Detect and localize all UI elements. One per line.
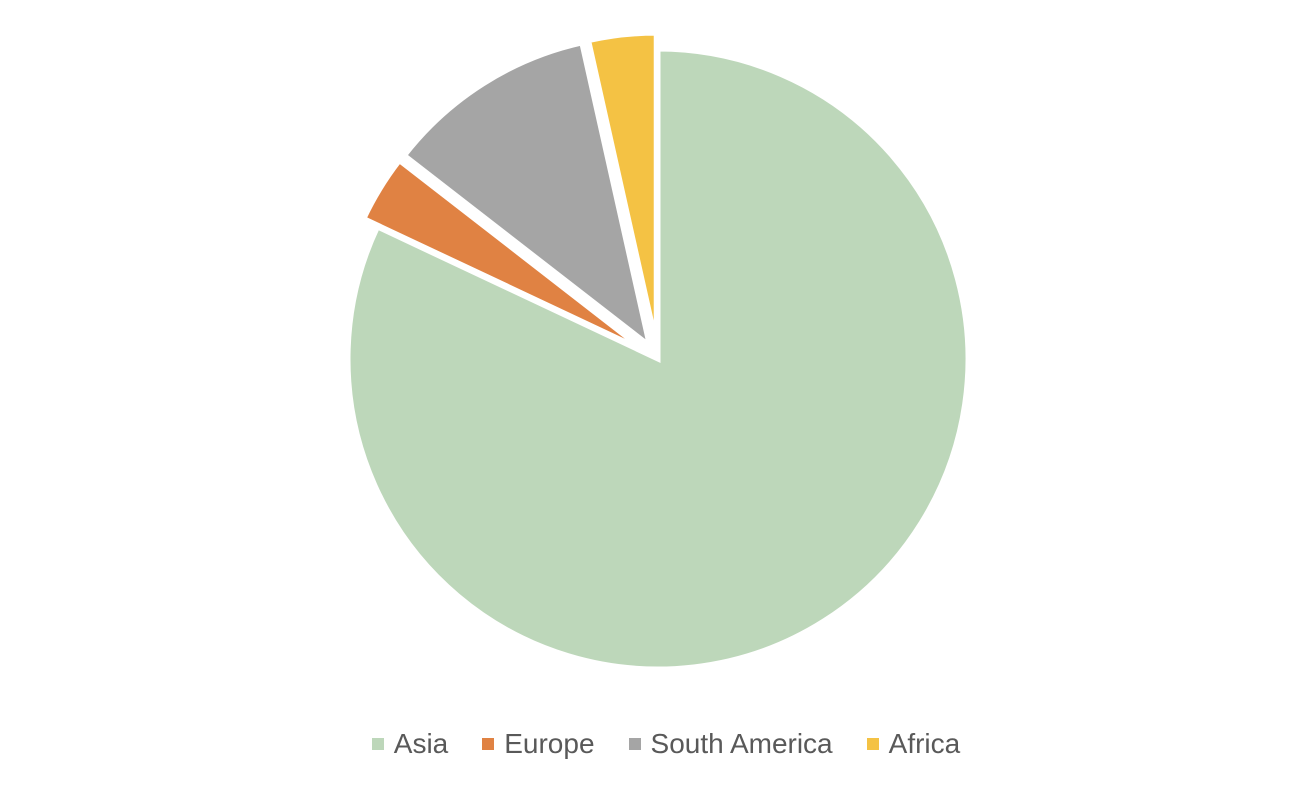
legend-label: Africa [888, 728, 961, 759]
pie-slice-asia [345, 46, 971, 672]
pie-slice-africa [585, 30, 659, 344]
legend-item-africa: Africa [866, 724, 961, 764]
pie-slice-south-america [400, 39, 654, 352]
legend-label: Europe [504, 728, 595, 759]
legend-item-asia: Asia [371, 724, 449, 764]
legend: Asia Europe South America Africa [0, 724, 1312, 764]
pie-slice-europe [360, 157, 646, 353]
legend-swatch [371, 738, 384, 750]
legend-label: South America [650, 728, 833, 759]
legend-label: Asia [393, 728, 449, 759]
legend-swatch [628, 738, 641, 750]
legend-item-south-america: South America [628, 724, 833, 764]
legend-item-europe: Europe [482, 724, 595, 764]
pie-chart [345, 30, 971, 672]
legend-swatch [482, 738, 495, 750]
legend-swatch [866, 738, 879, 750]
